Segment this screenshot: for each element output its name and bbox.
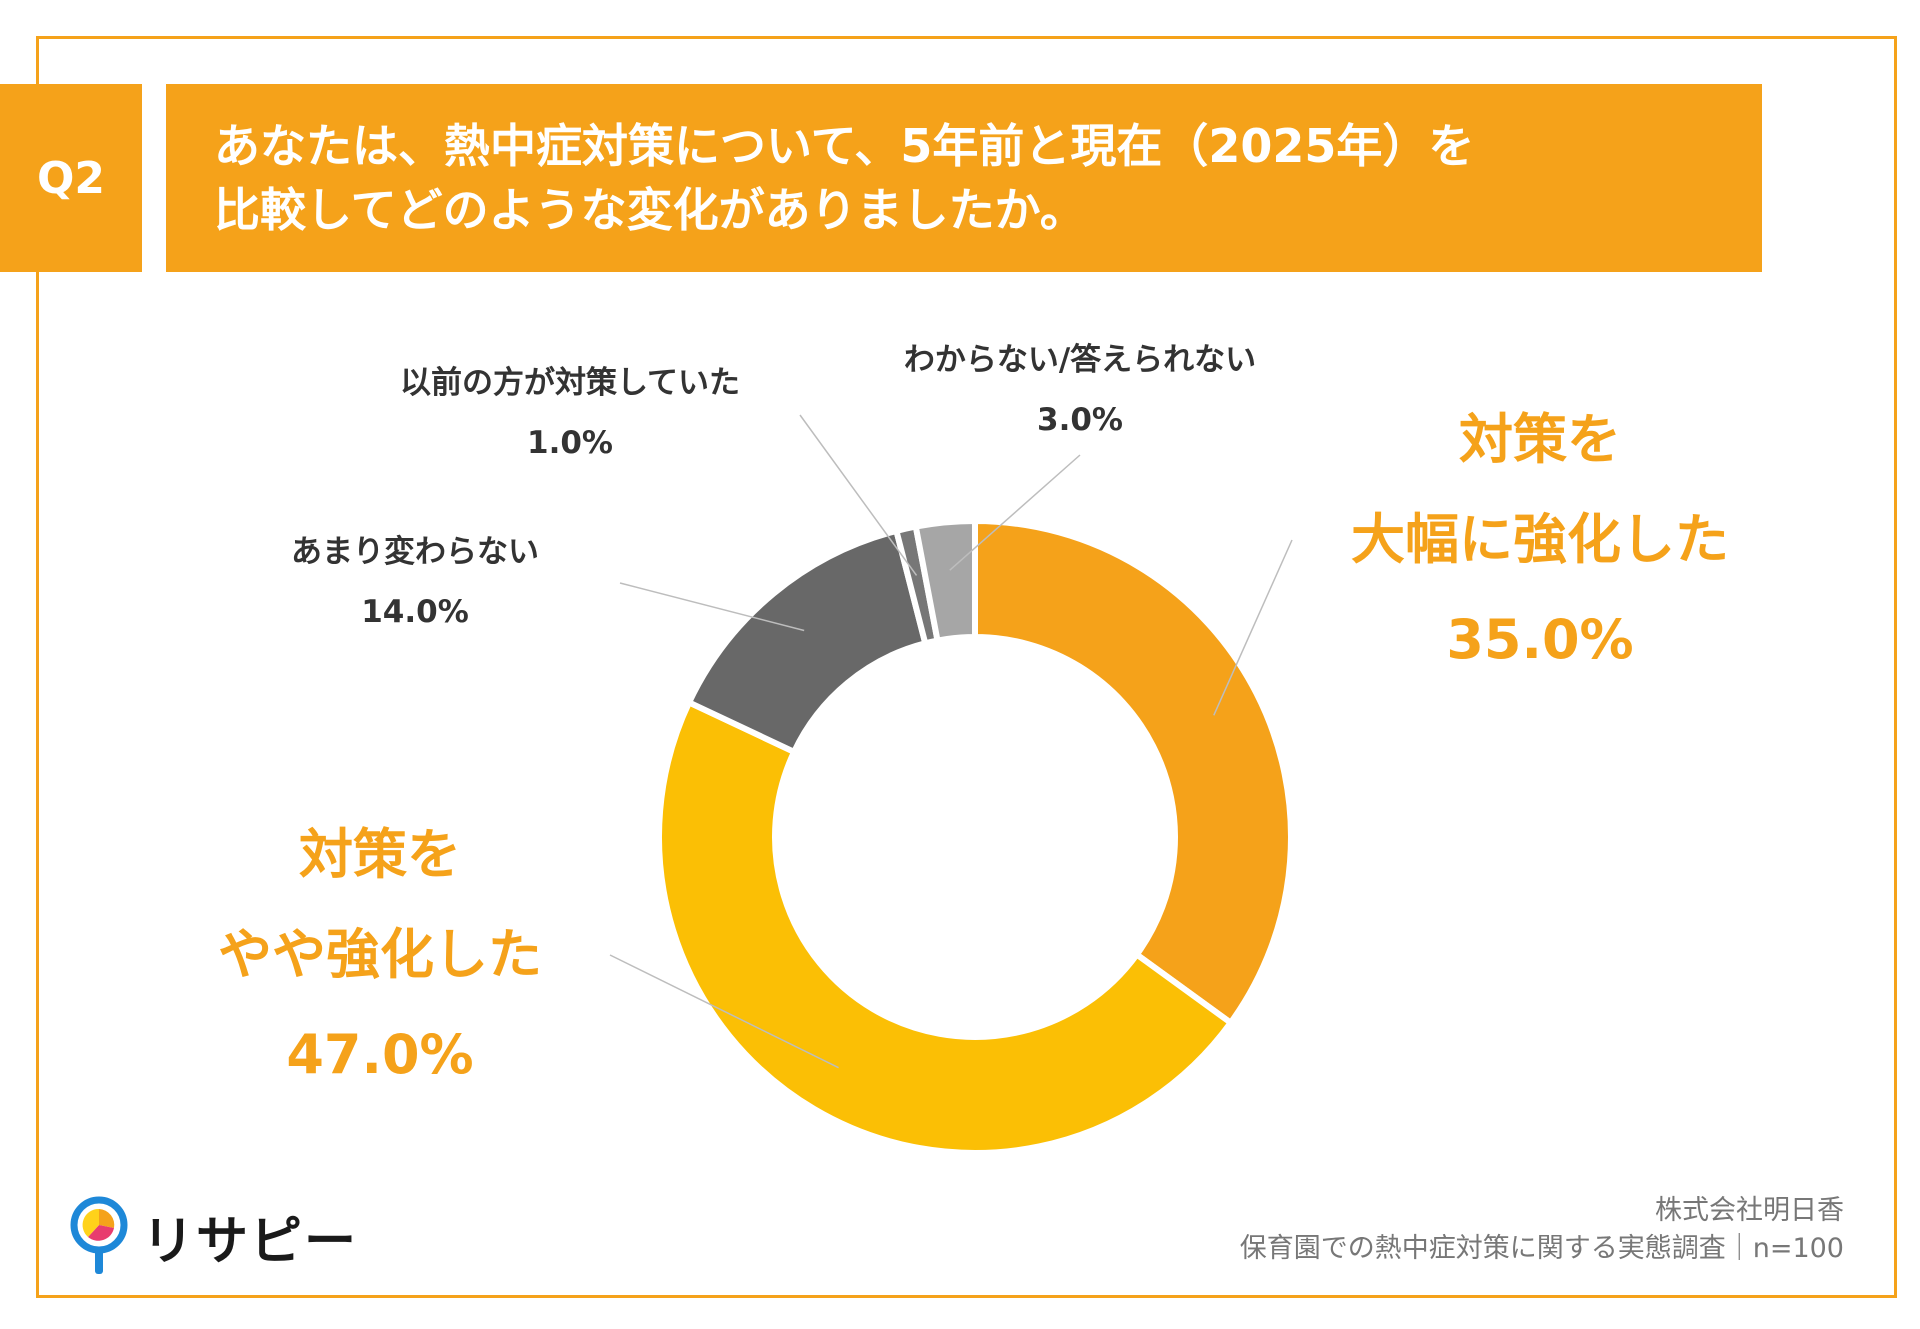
slice-moderate-leader-line bbox=[609, 954, 839, 1069]
slice-label-previous-text: 以前の方が対策していた bbox=[399, 365, 741, 401]
slice-value-moderate: 47.0% bbox=[286, 1023, 474, 1086]
slice-label-moderate-line1: 対策を bbox=[299, 823, 461, 886]
question-text-line1: あなたは、熱中症対策について、5年前と現在（2025年）を bbox=[214, 119, 1475, 173]
slice-value-unchanged: 14.0% bbox=[361, 594, 469, 630]
figure-frame bbox=[36, 36, 1897, 1298]
slice-label-previous: 以前の方が対策していた 1.0% bbox=[340, 353, 800, 473]
slice-label-moderate: 対策を やや強化した 47.0% bbox=[140, 805, 620, 1105]
credit-survey: 保育園での熱中症対策に関する実態調査｜n=100 bbox=[1239, 1233, 1844, 1264]
slice-label-strong-line2: 大幅に強化した bbox=[1351, 508, 1729, 571]
slice-value-previous: 1.0% bbox=[527, 425, 613, 461]
credit-company: 株式会社明日香 bbox=[1655, 1195, 1844, 1226]
slice-label-moderate-line2: やや強化した bbox=[218, 923, 542, 986]
slice-unknown-leader-line bbox=[949, 454, 1081, 571]
slice-unchanged bbox=[685, 527, 929, 756]
slice-label-strong: 対策を 大幅に強化した 35.0% bbox=[1300, 390, 1780, 690]
slice-label-strong-line1: 対策を bbox=[1459, 408, 1621, 471]
slice-value-unknown: 3.0% bbox=[1037, 402, 1123, 438]
question-badge: Q2 bbox=[0, 84, 142, 272]
slice-label-unknown-text: わからない/答えられない bbox=[903, 342, 1257, 378]
slice-label-unchanged: あまり変わらない 14.0% bbox=[250, 522, 580, 642]
slice-previous-leader-line bbox=[799, 414, 918, 576]
risapi-logo: リサピー bbox=[70, 1196, 358, 1276]
slice-strong-leader-line bbox=[1213, 539, 1293, 716]
slice-unchanged-leader-line bbox=[619, 582, 805, 632]
slice-value-strong: 35.0% bbox=[1446, 608, 1634, 671]
source-credit: 株式会社明日香 保育園での熱中症対策に関する実態調査｜n=100 bbox=[1240, 1192, 1844, 1268]
logo-text: リサピー bbox=[142, 1211, 359, 1272]
slice-label-unknown: わからない/答えられない 3.0% bbox=[860, 330, 1300, 450]
slice-unknown bbox=[912, 517, 978, 645]
slice-moderate bbox=[656, 698, 1235, 1156]
slice-strong bbox=[972, 517, 1294, 1027]
question-text-line2: 比較してどのような変化がありましたか。 bbox=[214, 183, 1086, 237]
slice-label-unchanged-text: あまり変わらない bbox=[291, 534, 539, 570]
question-banner: あなたは、熱中症対策について、5年前と現在（2025年）を 比較してどのような変… bbox=[166, 84, 1762, 272]
logo-pin-icon bbox=[70, 1196, 128, 1274]
